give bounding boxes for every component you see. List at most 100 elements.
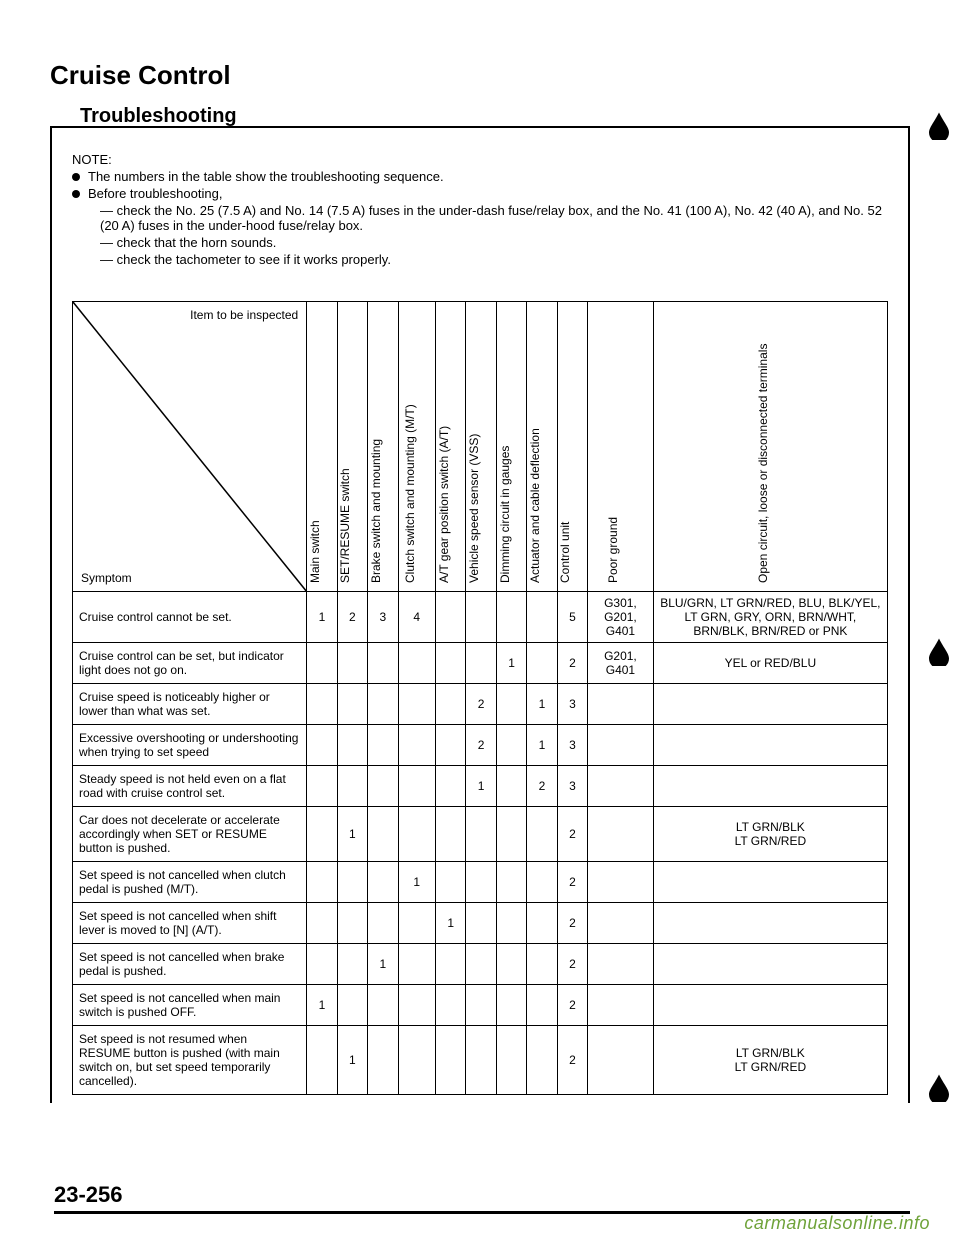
data-cell: 3 xyxy=(557,766,587,807)
subtitle-container: Troubleshooting xyxy=(50,95,910,118)
table-row: Set speed is not resumed when RESUME but… xyxy=(73,1026,888,1095)
data-cell: 2 xyxy=(557,807,587,862)
symptom-cell: Set speed is not resumed when RESUME but… xyxy=(73,1026,307,1095)
table-row: Car does not decelerate or accelerate ac… xyxy=(73,807,888,862)
symptom-cell: Cruise control can be set, but indicator… xyxy=(73,643,307,684)
table-row: Cruise speed is noticeably higher or low… xyxy=(73,684,888,725)
data-cell xyxy=(588,1026,654,1095)
data-cell xyxy=(653,903,887,944)
data-cell xyxy=(527,807,557,862)
col-header: Brake switch and mounting xyxy=(368,302,398,592)
data-cell xyxy=(466,1026,496,1095)
data-cell: 2 xyxy=(557,944,587,985)
data-cell xyxy=(307,725,337,766)
col-header-text: Clutch switch and mounting (M/T) xyxy=(403,404,417,583)
data-cell xyxy=(337,643,367,684)
data-cell xyxy=(466,592,496,643)
data-cell: 1 xyxy=(337,1026,367,1095)
note-heading: NOTE: xyxy=(72,152,888,167)
col-header: Poor ground xyxy=(588,302,654,592)
data-cell: 2 xyxy=(557,1026,587,1095)
data-cell xyxy=(588,807,654,862)
col-header-text: Main switch xyxy=(308,520,322,583)
symptom-cell: Set speed is not cancelled when shift le… xyxy=(73,903,307,944)
data-cell xyxy=(368,862,398,903)
diagonal-header: Item to be inspected Symptom xyxy=(73,302,307,592)
data-cell: 1 xyxy=(466,766,496,807)
data-cell: 1 xyxy=(527,725,557,766)
data-cell xyxy=(337,684,367,725)
data-cell xyxy=(398,807,435,862)
data-cell: 3 xyxy=(557,684,587,725)
data-cell xyxy=(588,684,654,725)
col-header: Clutch switch and mounting (M/T) xyxy=(398,302,435,592)
data-cell xyxy=(398,903,435,944)
symptom-cell: Cruise speed is noticeably higher or low… xyxy=(73,684,307,725)
note-subitem: check the No. 25 (7.5 A) and No. 14 (7.5… xyxy=(100,203,888,233)
data-cell: LT GRN/BLK LT GRN/RED xyxy=(653,807,887,862)
data-cell: 2 xyxy=(337,592,367,643)
data-cell xyxy=(496,862,526,903)
page-subtitle: Troubleshooting xyxy=(74,105,243,128)
data-cell xyxy=(337,903,367,944)
col-header: Open circuit, loose or disconnected term… xyxy=(653,302,887,592)
data-cell xyxy=(466,862,496,903)
data-cell xyxy=(653,862,887,903)
note-bullet: Before troubleshooting, xyxy=(72,186,888,201)
data-cell xyxy=(588,725,654,766)
data-cell xyxy=(398,944,435,985)
data-cell xyxy=(307,766,337,807)
data-cell xyxy=(466,903,496,944)
table-row: Set speed is not cancelled when main swi… xyxy=(73,985,888,1026)
data-cell xyxy=(368,985,398,1026)
col-header-text: Actuator and cable deflection xyxy=(528,428,542,583)
col-header-text: Open circuit, loose or disconnected term… xyxy=(756,344,770,583)
col-header-text: SET/RESUME switch xyxy=(338,468,352,583)
data-cell: 1 xyxy=(435,903,465,944)
data-cell xyxy=(435,1026,465,1095)
data-cell xyxy=(466,944,496,985)
data-cell xyxy=(435,944,465,985)
data-cell xyxy=(337,725,367,766)
data-cell xyxy=(307,684,337,725)
drop-icon xyxy=(924,110,954,140)
data-cell xyxy=(307,807,337,862)
symptom-cell: Excessive overshooting or undershooting … xyxy=(73,725,307,766)
data-cell xyxy=(337,944,367,985)
note-bullet-text: Before troubleshooting, xyxy=(88,186,222,201)
data-cell: 1 xyxy=(368,944,398,985)
data-cell xyxy=(435,643,465,684)
diag-label-top: Item to be inspected xyxy=(190,308,298,322)
data-cell: G301, G201, G401 xyxy=(588,592,654,643)
data-cell xyxy=(337,766,367,807)
note-subitem: check the tachometer to see if it works … xyxy=(100,252,888,267)
data-cell xyxy=(368,1026,398,1095)
data-cell xyxy=(466,643,496,684)
data-cell: 1 xyxy=(307,985,337,1026)
col-header-text: Control unit xyxy=(558,522,572,583)
table-row: Steady speed is not held even on a flat … xyxy=(73,766,888,807)
data-cell xyxy=(307,643,337,684)
watermark: carmanualsonline.info xyxy=(744,1213,930,1234)
data-cell xyxy=(368,807,398,862)
col-header: Main switch xyxy=(307,302,337,592)
data-cell xyxy=(466,985,496,1026)
data-cell xyxy=(496,807,526,862)
symptom-cell: Set speed is not cancelled when brake pe… xyxy=(73,944,307,985)
data-cell xyxy=(496,985,526,1026)
data-cell xyxy=(496,592,526,643)
data-cell xyxy=(653,725,887,766)
data-cell xyxy=(653,766,887,807)
data-cell xyxy=(307,862,337,903)
data-cell xyxy=(435,684,465,725)
data-cell xyxy=(398,725,435,766)
data-cell: 2 xyxy=(557,903,587,944)
data-cell: 2 xyxy=(466,725,496,766)
note-bullet: The numbers in the table show the troubl… xyxy=(72,169,888,184)
data-cell xyxy=(588,944,654,985)
table-row: Set speed is not cancelled when brake pe… xyxy=(73,944,888,985)
data-cell xyxy=(588,903,654,944)
data-cell: 1 xyxy=(527,684,557,725)
data-cell xyxy=(307,1026,337,1095)
data-cell xyxy=(398,766,435,807)
